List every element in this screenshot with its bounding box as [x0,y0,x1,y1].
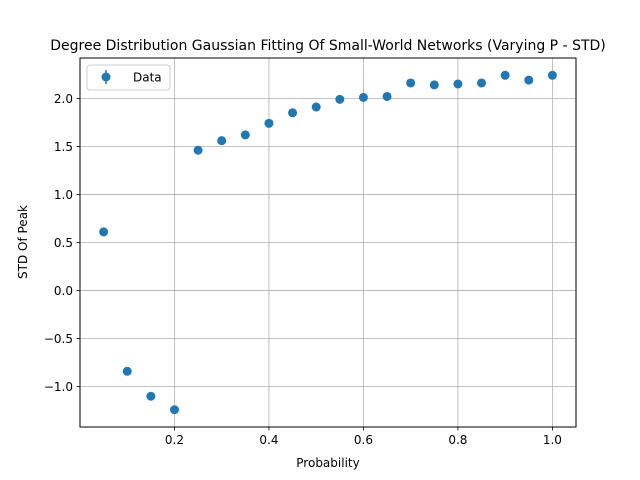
data-point [240,130,250,140]
data-point [193,145,203,155]
data-point [477,78,487,88]
chart-title: Degree Distribution Gaussian Fitting Of … [50,38,606,54]
data-point [217,136,227,146]
y-tick-label: 0.5 [54,236,73,250]
x-tick-label: 1.0 [543,433,562,447]
data-point [311,102,321,112]
data-point [288,108,298,118]
data-point [358,92,368,102]
y-tick-label: 0.0 [54,284,73,298]
y-tick-label: 1.5 [54,140,73,154]
y-axis-ticks: −1.0 −0.5 0.0 0.5 1.0 1.5 2.0 [44,92,80,394]
y-axis-label: STD Of Peak [16,205,30,279]
data-point [335,94,345,104]
y-tick-label: −0.5 [44,332,73,346]
y-tick-label: −1.0 [44,380,73,394]
data-point [547,70,557,80]
data-point [429,80,439,90]
x-tick-label: 0.6 [354,433,373,447]
x-axis-label: Probability [296,456,359,470]
data-point [99,227,109,237]
x-tick-label: 0.2 [165,433,184,447]
data-point [524,75,534,85]
data-point [382,91,392,101]
data-point [122,366,132,376]
data-points [99,70,557,415]
grid-lines [80,58,576,427]
legend: Data [86,64,171,91]
x-axis-ticks: 0.2 0.4 0.6 0.8 1.0 [165,427,562,447]
x-tick-label: 0.4 [259,433,278,447]
legend-marker-icon [101,72,111,82]
y-tick-label: 2.0 [54,92,73,106]
legend-label: Data [133,71,162,85]
data-point [169,405,179,415]
data-point [406,78,416,88]
x-tick-label: 0.8 [448,433,467,447]
data-point [453,79,463,89]
y-tick-label: 1.0 [54,188,73,202]
data-point [146,391,156,401]
data-point [500,70,510,80]
data-point [264,118,274,128]
legend-box [86,64,171,91]
